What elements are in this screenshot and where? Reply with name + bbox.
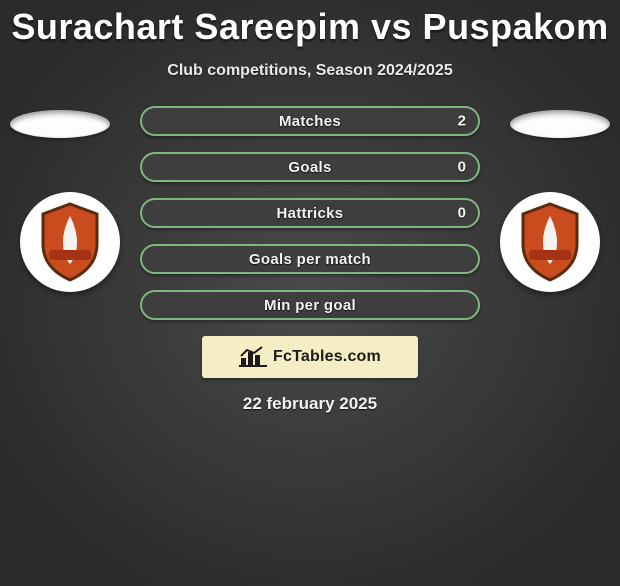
shield-icon (35, 202, 105, 282)
stat-right: 0 (458, 159, 466, 176)
footer-date: 22 february 2025 (0, 394, 620, 414)
stat-label: Min per goal (264, 297, 356, 314)
club-badge-right (500, 192, 600, 292)
stat-right: 2 (458, 113, 466, 130)
stat-row-min-per-goal: Min per goal (140, 290, 480, 320)
stat-row-goals-per-match: Goals per match (140, 244, 480, 274)
stat-row-goals: Goals 0 (140, 152, 480, 182)
stat-label: Goals per match (249, 251, 371, 268)
branding-text: FcTables.com (273, 348, 381, 366)
bar-chart-icon (239, 346, 267, 368)
shield-icon (515, 202, 585, 282)
stat-row-matches: Matches 2 (140, 106, 480, 136)
player-slot-right (510, 110, 610, 138)
branding-card[interactable]: FcTables.com (202, 336, 418, 378)
stat-right: 0 (458, 205, 466, 222)
page-title: Surachart Sareepim vs Puspakom (0, 6, 620, 48)
stat-rows: Matches 2 Goals 0 Hattricks 0 Goals per … (140, 106, 480, 336)
stat-label: Hattricks (277, 205, 344, 222)
player-slot-left (10, 110, 110, 138)
stat-label: Goals (288, 159, 331, 176)
subtitle: Club competitions, Season 2024/2025 (0, 62, 620, 80)
stat-label: Matches (279, 113, 341, 130)
club-badge-left (20, 192, 120, 292)
stat-row-hattricks: Hattricks 0 (140, 198, 480, 228)
comparison-arena: Matches 2 Goals 0 Hattricks 0 Goals per … (0, 106, 620, 326)
